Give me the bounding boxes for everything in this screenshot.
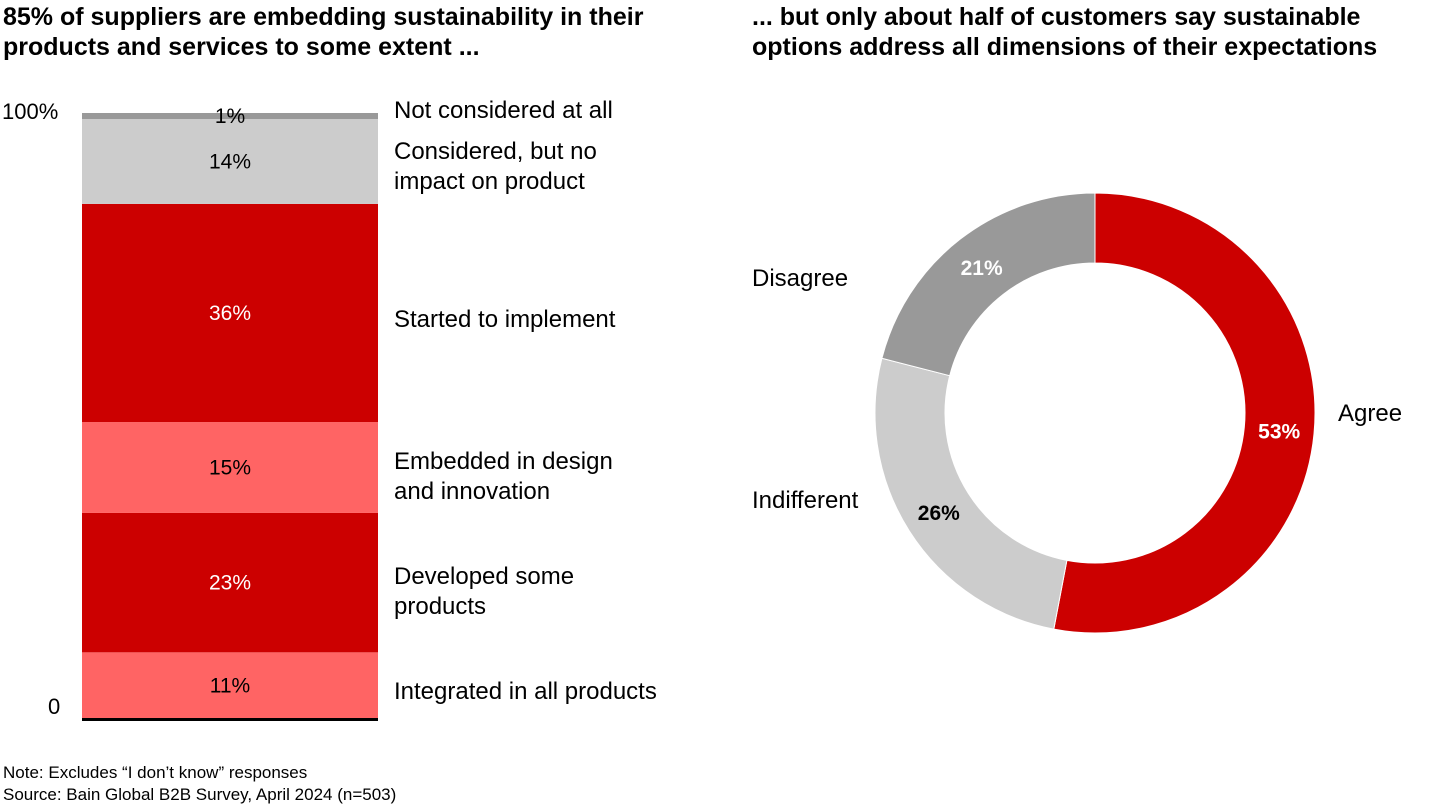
bar-value-label-developed-some-products: 23% bbox=[209, 572, 251, 595]
category-label-integrated-in-all-products: Integrated in all products bbox=[394, 678, 657, 705]
category-label-embedded-in-design-and-innovation: Embedded in design and innovation bbox=[394, 448, 613, 505]
category-label-considered-but-no-impact-on-product: Considered, but no impact on product bbox=[394, 138, 597, 195]
donut-slice-agree bbox=[1053, 192, 1316, 634]
category-label-developed-some-products: Developed some products bbox=[394, 563, 574, 620]
donut-value-label-disagree: 21% bbox=[961, 257, 1003, 280]
y-tick-label-top: 100% bbox=[2, 99, 58, 124]
left-chart-title: 85% of suppliers are embedding sustainab… bbox=[3, 3, 644, 61]
bar-segment-not-considered-at-all bbox=[82, 113, 378, 120]
note-text: Note: Excludes “I don’t know” responses bbox=[3, 763, 308, 782]
bar-value-label-embedded-in-design-and-innovation: 15% bbox=[209, 457, 251, 480]
donut-slice-indifferent bbox=[874, 357, 1068, 630]
bar-value-label-integrated-in-all-products: 11% bbox=[210, 675, 250, 698]
donut-value-label-agree: 53% bbox=[1258, 420, 1300, 443]
donut-value-label-indifferent: 26% bbox=[918, 502, 960, 525]
bar-value-label-not-considered-at-all: 1% bbox=[215, 105, 245, 128]
donut-category-label-agree: Agree bbox=[1338, 400, 1402, 427]
bar-value-label-considered-but-no-impact-on-product: 14% bbox=[209, 150, 251, 173]
donut-category-label-disagree: Disagree bbox=[752, 265, 848, 292]
right-chart-title: ... but only about half of customers say… bbox=[752, 3, 1378, 61]
donut-category-label-indifferent: Indifferent bbox=[752, 487, 859, 514]
bar-segment-developed-some-products bbox=[82, 512, 378, 653]
y-tick-label-bottom: 0 bbox=[48, 694, 60, 719]
chart-canvas: 11% 23% 15% 36% 14% 1% 100% 0 Integrated in all … bbox=[2, 97, 1402, 721]
bar-value-label-started-to-implement: 36% bbox=[209, 302, 251, 325]
bar-segment-considered-but-no-impact-on-product bbox=[82, 119, 378, 204]
donut-slice-disagree bbox=[881, 192, 1096, 377]
bar-segment-integrated-in-all-products bbox=[82, 652, 378, 719]
category-label-started-to-implement: Started to implement bbox=[394, 306, 616, 333]
bar-segment-started-to-implement bbox=[82, 203, 378, 423]
bar-segment-embedded-in-design-and-innovation bbox=[82, 422, 378, 513]
category-label-not-considered-at-all: Not considered at all bbox=[394, 97, 613, 124]
source-text: Source: Bain Global B2B Survey, April 20… bbox=[3, 785, 397, 804]
